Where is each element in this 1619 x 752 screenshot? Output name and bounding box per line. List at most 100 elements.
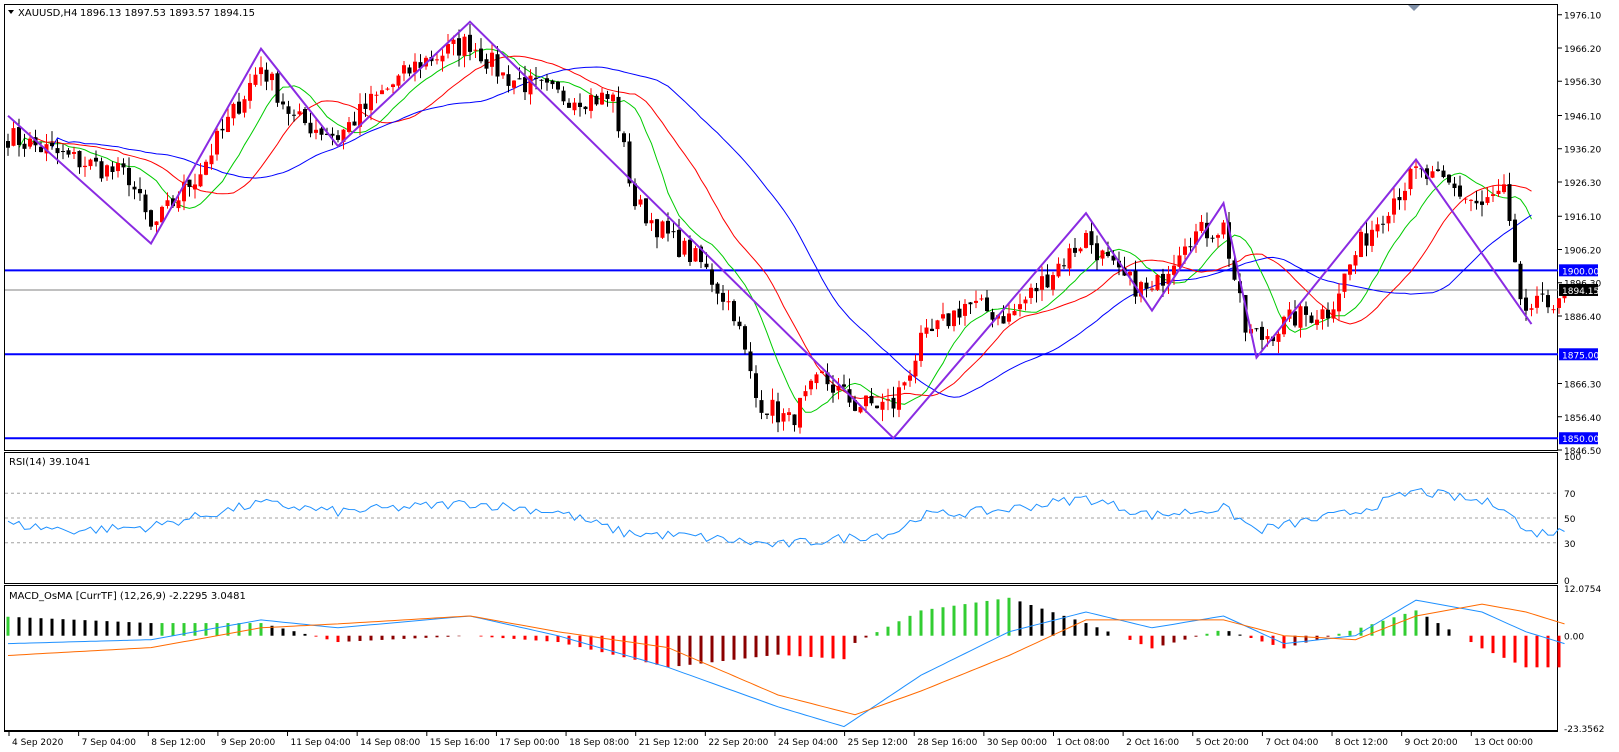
candle[interactable] [1496, 179, 1501, 197]
candle[interactable] [1540, 282, 1545, 302]
candle[interactable] [512, 80, 516, 95]
candle[interactable] [721, 284, 725, 311]
candle[interactable] [22, 133, 27, 157]
candle[interactable] [1320, 304, 1325, 330]
candle[interactable] [1447, 174, 1451, 185]
candle[interactable] [616, 86, 621, 138]
candle[interactable] [231, 102, 236, 126]
candle[interactable] [567, 98, 571, 109]
candle[interactable] [836, 378, 841, 400]
candle[interactable] [61, 144, 65, 160]
candle[interactable] [523, 65, 527, 100]
candle[interactable] [1414, 161, 1418, 179]
candle[interactable] [792, 414, 797, 432]
candle[interactable] [1480, 190, 1484, 217]
candle[interactable] [1155, 273, 1160, 291]
candle[interactable] [209, 143, 214, 170]
candle[interactable] [528, 69, 533, 105]
candle[interactable] [446, 33, 450, 59]
candle[interactable] [1342, 273, 1347, 298]
candle[interactable] [743, 324, 747, 355]
candle[interactable] [677, 218, 681, 258]
candle[interactable] [407, 64, 412, 77]
candle[interactable] [1194, 223, 1198, 253]
candle[interactable] [930, 318, 934, 332]
candle[interactable] [732, 299, 736, 326]
candle[interactable] [594, 94, 599, 106]
candle[interactable] [462, 33, 467, 68]
candle[interactable] [825, 363, 830, 391]
candle[interactable] [99, 157, 104, 182]
chart-menu-triangle-icon[interactable] [8, 10, 14, 14]
candle[interactable] [578, 93, 582, 117]
candle[interactable] [985, 290, 989, 313]
candle[interactable] [1436, 161, 1440, 172]
candle[interactable] [759, 390, 764, 420]
candle[interactable] [545, 73, 549, 91]
candle[interactable] [1546, 289, 1550, 314]
candle[interactable] [402, 60, 406, 82]
candle[interactable] [935, 319, 940, 337]
candle[interactable] [297, 103, 302, 116]
candle[interactable] [990, 308, 995, 328]
candle[interactable] [1452, 176, 1457, 197]
candle[interactable] [1177, 246, 1182, 271]
candle[interactable] [105, 164, 109, 181]
candle[interactable] [396, 74, 401, 89]
candle[interactable] [1045, 264, 1050, 288]
candle[interactable] [710, 263, 714, 293]
candle[interactable] [468, 23, 472, 61]
candle[interactable] [193, 173, 197, 199]
candle[interactable] [1370, 220, 1374, 252]
candle[interactable] [66, 147, 71, 158]
candle[interactable] [1056, 257, 1061, 278]
candle[interactable] [1502, 174, 1506, 194]
candle[interactable] [908, 369, 912, 387]
candle[interactable] [649, 212, 654, 231]
candle[interactable] [1199, 215, 1204, 234]
candle[interactable] [1188, 237, 1193, 253]
candle[interactable] [1227, 211, 1231, 267]
candle[interactable] [352, 111, 357, 126]
candle[interactable] [572, 97, 577, 116]
candle[interactable] [391, 83, 395, 94]
candle[interactable] [1375, 217, 1380, 238]
candle[interactable] [1034, 283, 1039, 303]
scroll-marker-icon[interactable] [1408, 5, 1420, 11]
candle[interactable] [765, 413, 769, 419]
candle[interactable] [248, 73, 252, 109]
candle[interactable] [1166, 266, 1171, 294]
candle[interactable] [319, 126, 324, 141]
candle[interactable] [1023, 296, 1028, 311]
candle[interactable] [1276, 331, 1281, 354]
candle[interactable] [1078, 247, 1083, 254]
candle[interactable] [1315, 310, 1319, 330]
candle[interactable] [1304, 301, 1308, 327]
candle[interactable] [1254, 328, 1259, 332]
candle[interactable] [1051, 271, 1055, 296]
candle[interactable] [1012, 303, 1017, 316]
candle[interactable] [946, 313, 951, 329]
candle[interactable] [347, 116, 351, 134]
candle[interactable] [1029, 283, 1033, 305]
candle[interactable] [1144, 277, 1149, 298]
candle[interactable] [913, 354, 918, 384]
candle[interactable] [473, 43, 478, 59]
candle[interactable] [605, 90, 610, 107]
candle[interactable] [622, 131, 626, 148]
candle[interactable] [798, 397, 802, 434]
candle[interactable] [308, 112, 313, 138]
candle[interactable] [1260, 321, 1264, 352]
candle[interactable] [754, 365, 758, 408]
candle[interactable] [281, 93, 285, 110]
candle[interactable] [385, 87, 390, 91]
candle[interactable] [1161, 268, 1165, 297]
candle[interactable] [506, 65, 511, 93]
candle[interactable] [495, 46, 500, 84]
candle[interactable] [875, 405, 879, 409]
candle[interactable] [919, 325, 923, 367]
candle[interactable] [556, 80, 560, 94]
candle[interactable] [858, 405, 863, 414]
candle[interactable] [314, 118, 318, 140]
candle[interactable] [226, 107, 230, 133]
